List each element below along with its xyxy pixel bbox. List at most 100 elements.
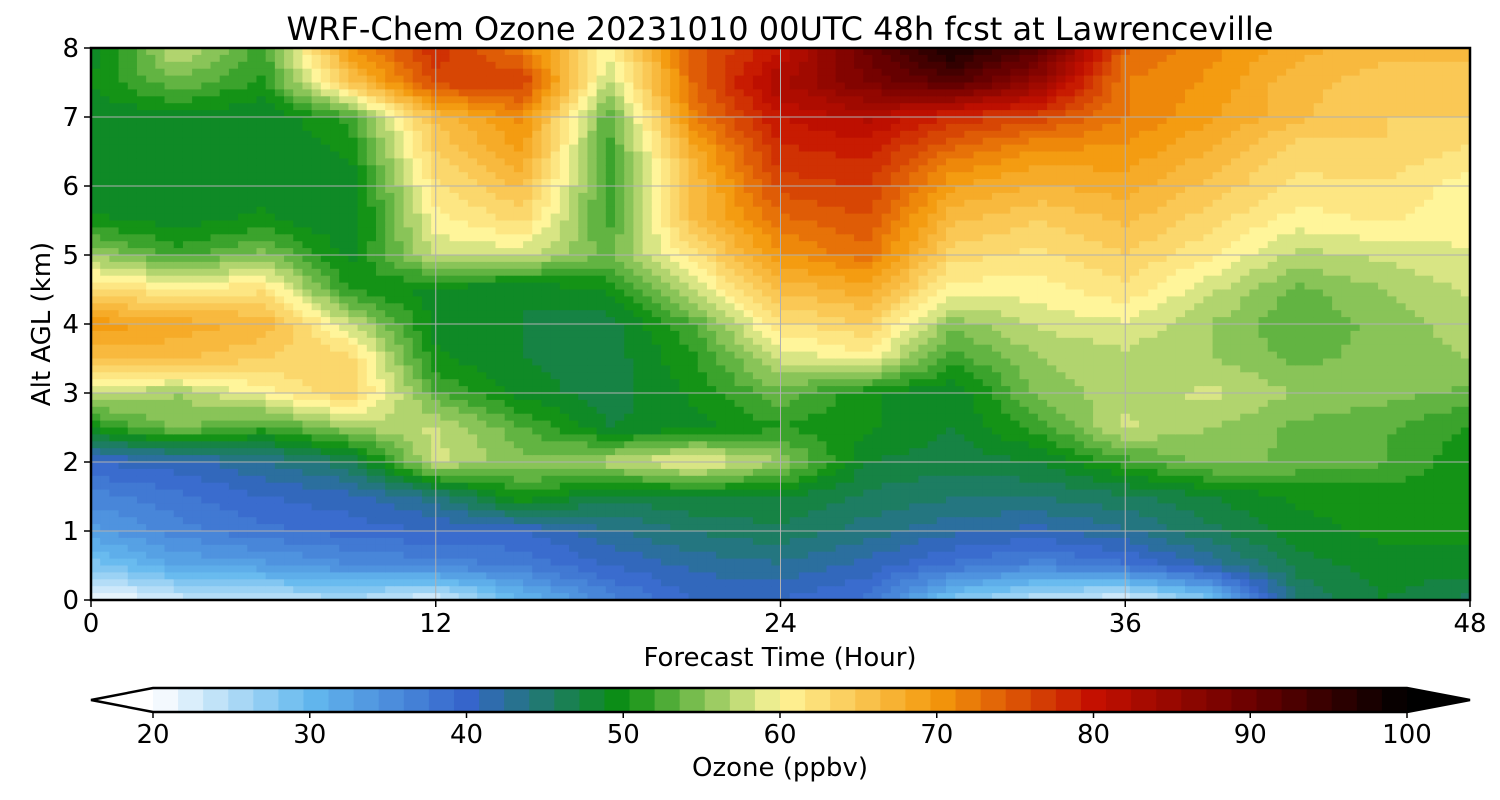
heatmap-cell (173, 565, 184, 573)
heatmap-cell (642, 386, 653, 394)
heatmap-cell (173, 158, 184, 166)
heatmap-cell (256, 406, 267, 415)
heatmap-cell (569, 186, 579, 194)
heatmap-cell (660, 165, 671, 173)
heatmap-cell (228, 406, 239, 415)
heatmap-cell (394, 324, 405, 332)
heatmap-cell (458, 324, 469, 332)
heatmap-cell (366, 441, 377, 449)
heatmap-cell (394, 455, 405, 463)
heatmap-cell (100, 172, 110, 180)
heatmap-cell (642, 351, 653, 360)
heatmap-cell (440, 593, 451, 600)
heatmap-cell (587, 358, 598, 366)
heatmap-cell (109, 158, 120, 166)
heatmap-cell (513, 220, 524, 228)
heatmap-cell (320, 310, 331, 318)
heatmap-cell (633, 330, 644, 339)
heatmap-cell (569, 496, 579, 504)
heatmap-cell (385, 406, 395, 415)
heatmap-cell (192, 310, 202, 318)
heatmap-cell (274, 123, 285, 132)
heatmap-cell (136, 137, 147, 146)
heatmap-cell (256, 358, 267, 366)
heatmap-cell (660, 68, 671, 77)
heatmap-cell (201, 441, 212, 449)
heatmap-cell (247, 537, 258, 546)
heatmap-cell (201, 572, 212, 580)
heatmap-cell (550, 448, 561, 456)
heatmap-cell (578, 579, 589, 587)
heatmap-cell (596, 123, 607, 132)
heatmap-cell (403, 324, 414, 332)
heatmap-cell (523, 517, 533, 525)
heatmap-cell (247, 199, 258, 208)
heatmap-cell (513, 510, 524, 518)
heatmap-cell (228, 186, 239, 194)
heatmap-cell (523, 255, 533, 263)
heatmap-cell (146, 241, 156, 249)
heatmap-cell (330, 110, 340, 118)
heatmap-cell (412, 413, 423, 422)
heatmap-cell (136, 434, 147, 442)
heatmap-cell (624, 565, 634, 573)
heatmap-cell (146, 54, 156, 63)
heatmap-cell (605, 448, 616, 456)
heatmap-cell (421, 475, 432, 484)
heatmap-cell (366, 524, 377, 532)
heatmap-cell (164, 317, 175, 325)
heatmap-cell (173, 117, 184, 125)
heatmap-cell (146, 172, 156, 180)
heatmap-cell (651, 151, 662, 159)
heatmap-cell (642, 337, 653, 346)
heatmap-cell (302, 282, 313, 291)
heatmap-cell (146, 544, 156, 553)
heatmap-cell (164, 544, 175, 553)
heatmap-cell (164, 213, 175, 222)
heatmap-cell (412, 158, 423, 166)
heatmap-cell (412, 296, 423, 304)
heatmap-cell (330, 241, 340, 249)
heatmap-cell (513, 330, 524, 339)
heatmap-cell (624, 475, 634, 484)
heatmap-cell (495, 482, 506, 491)
heatmap-cell (302, 54, 313, 63)
heatmap-cell (228, 282, 239, 291)
heatmap-cell (615, 517, 625, 525)
heatmap-cell (100, 82, 110, 90)
heatmap-cell (449, 234, 460, 242)
heatmap-cell (504, 386, 515, 394)
heatmap-cell (109, 255, 120, 263)
heatmap-cell (219, 344, 230, 353)
heatmap-cell (109, 558, 120, 567)
heatmap-cell (100, 351, 110, 360)
heatmap-cell (155, 455, 166, 463)
heatmap-cell (136, 282, 147, 291)
heatmap-cell (605, 337, 616, 346)
heatmap-cell (210, 199, 221, 208)
heatmap-cell (118, 496, 129, 504)
heatmap-cell (192, 544, 202, 553)
heatmap-cell (109, 123, 120, 132)
heatmap-cell (348, 82, 359, 90)
heatmap-cell (182, 317, 193, 325)
heatmap-cell (210, 172, 221, 180)
heatmap-cell (541, 261, 552, 270)
heatmap-cell (559, 96, 570, 104)
heatmap-cell (394, 593, 405, 600)
heatmap-cell (339, 234, 350, 242)
heatmap-cell (449, 510, 460, 518)
heatmap-cell (477, 531, 487, 539)
heatmap-cell (339, 199, 350, 208)
heatmap-cell (394, 441, 405, 449)
heatmap-cell (523, 531, 533, 539)
heatmap-cell (118, 296, 129, 304)
heatmap-cell (311, 110, 322, 118)
heatmap-cell (265, 89, 276, 97)
heatmap-cell (495, 123, 506, 132)
heatmap-cell (109, 206, 120, 215)
heatmap-cell (421, 61, 432, 70)
heatmap-cell (238, 199, 248, 208)
heatmap-cell (532, 406, 543, 415)
heatmap-cell (467, 324, 478, 332)
